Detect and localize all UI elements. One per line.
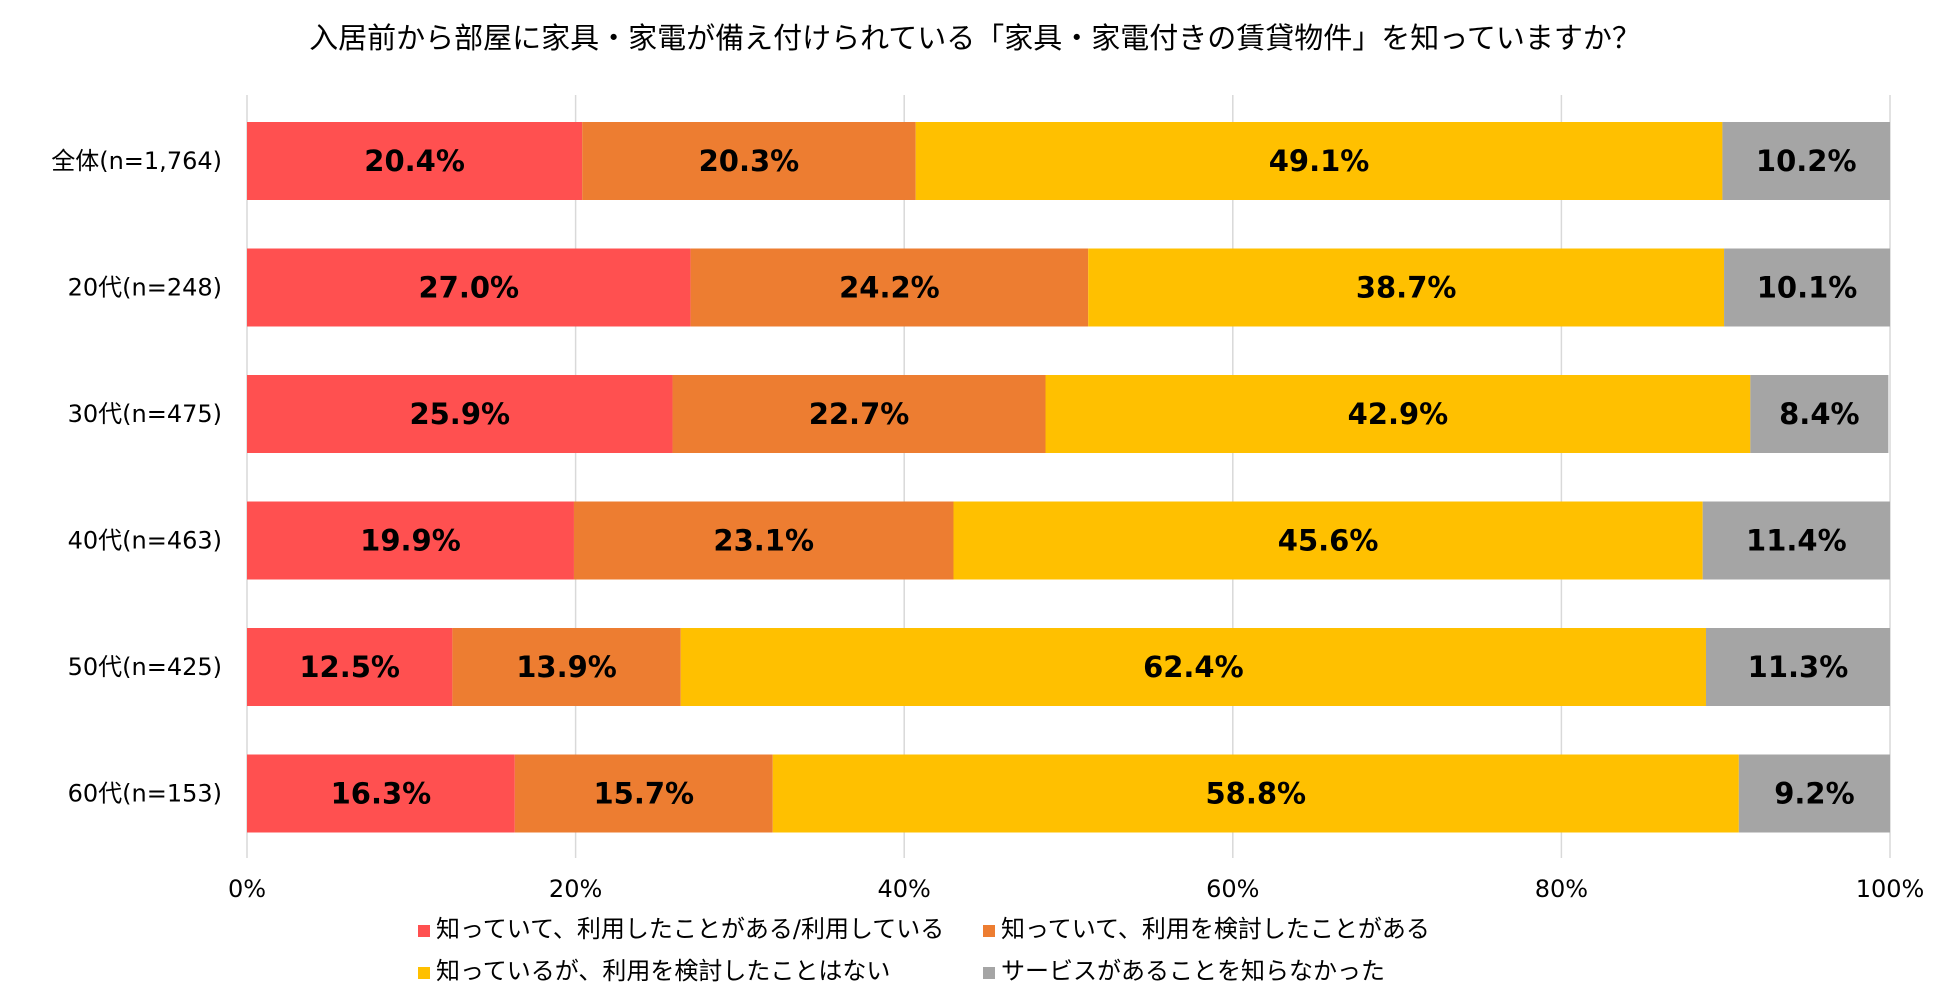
data-label: 11.4% bbox=[1746, 524, 1847, 558]
bar-group: 25.9% 22.7% 42.9% 8.4% bbox=[247, 375, 1889, 453]
data-label: 15.7% bbox=[593, 777, 694, 811]
bar-segment bbox=[953, 501, 1703, 580]
x-tick-label: 80% bbox=[1535, 875, 1588, 903]
bar-segment bbox=[247, 122, 583, 200]
bar-segment bbox=[573, 501, 954, 580]
bar-segment bbox=[1750, 375, 1889, 453]
bar-segment bbox=[680, 628, 1706, 706]
category-label: 60代(n=153) bbox=[68, 780, 222, 808]
bar-segment bbox=[1045, 375, 1751, 453]
bar-segment bbox=[1705, 628, 1890, 706]
bar-segment bbox=[915, 122, 1723, 200]
data-label: 9.2% bbox=[1774, 777, 1854, 811]
data-label: 19.9% bbox=[360, 524, 461, 558]
bar-segment bbox=[1088, 248, 1725, 327]
bar-segment bbox=[1722, 122, 1890, 200]
data-label: 62.4% bbox=[1143, 650, 1244, 684]
data-label: 42.9% bbox=[1348, 397, 1449, 431]
category-label: 全体(n=1,764) bbox=[51, 147, 222, 175]
data-label: 10.1% bbox=[1757, 271, 1858, 305]
data-label: 20.3% bbox=[699, 144, 800, 178]
x-tick-label: 100% bbox=[1856, 875, 1925, 903]
legend-label: サービスがあることを知らなかった bbox=[1001, 957, 1385, 985]
gridlines bbox=[246, 95, 1891, 858]
bar-segment bbox=[1738, 754, 1890, 833]
category-label: 30代(n=475) bbox=[68, 400, 222, 428]
legend-swatch bbox=[983, 967, 995, 979]
bar-segment bbox=[247, 628, 453, 706]
legend-swatch bbox=[418, 967, 430, 979]
bar-segment bbox=[672, 375, 1046, 453]
data-label: 27.0% bbox=[419, 271, 520, 305]
bar-segment bbox=[247, 248, 691, 327]
data-label: 13.9% bbox=[516, 650, 617, 684]
data-label: 20.4% bbox=[364, 144, 465, 178]
legend-item: 知っているが、利用を検討したことはない bbox=[418, 957, 890, 985]
x-tick-label: 0% bbox=[228, 875, 266, 903]
bar-segment bbox=[452, 628, 681, 706]
bar-segment bbox=[1724, 248, 1890, 327]
data-label: 25.9% bbox=[409, 397, 510, 431]
category-label: 20代(n=248) bbox=[68, 274, 222, 302]
data-label: 58.8% bbox=[1205, 777, 1306, 811]
legend-swatch bbox=[983, 925, 995, 937]
legend-label: 知っていて、利用を検討したことがある bbox=[1001, 915, 1430, 943]
legend-item: 知っていて、利用を検討したことがある bbox=[983, 915, 1430, 943]
legend-label: 知っていて、利用したことがある/利用している bbox=[436, 915, 944, 943]
category-label: 40代(n=463) bbox=[68, 527, 222, 555]
data-label: 49.1% bbox=[1269, 144, 1370, 178]
bar-segment bbox=[772, 754, 1739, 833]
bar-segment bbox=[247, 501, 574, 580]
data-label: 12.5% bbox=[299, 650, 400, 684]
data-label: 10.2% bbox=[1756, 144, 1857, 178]
data-label: 16.3% bbox=[331, 777, 432, 811]
bar-group: 19.9% 23.1% 45.6% 11.4% bbox=[247, 501, 1890, 580]
x-tick-label: 60% bbox=[1206, 875, 1259, 903]
legend: 知っていて、利用したことがある/利用している 知っていて、利用を検討したことがある… bbox=[418, 915, 1430, 985]
bar-group: 20.4% 20.3% 49.1% 10.2% bbox=[247, 122, 1890, 200]
bars: 20.4% 20.3% 49.1% 10.2% 27.0% 24.2% 38.7% 10.1%… bbox=[247, 122, 1890, 833]
chart-title: 入居前から部屋に家具・家電が備え付けられている「家具・家電付きの賃貸物件」を知っ… bbox=[309, 21, 1641, 55]
bar-segment bbox=[247, 375, 673, 453]
value-axis: 0% 20% 40% 60% 80% 100% bbox=[228, 875, 1924, 903]
legend-swatch bbox=[418, 925, 430, 937]
legend-label: 知っているが、利用を検討したことはない bbox=[436, 957, 890, 985]
category-label: 50代(n=425) bbox=[68, 653, 222, 681]
category-axis: 全体(n=1,764) 20代(n=248) 30代(n=475) 40代(n=463… bbox=[51, 147, 222, 808]
data-label: 38.7% bbox=[1356, 271, 1457, 305]
data-label: 22.7% bbox=[809, 397, 910, 431]
data-label: 23.1% bbox=[713, 524, 814, 558]
bar-group: 16.3% 15.7% 58.8% 9.2% bbox=[247, 754, 1890, 833]
bar-group: 27.0% 24.2% 38.7% 10.1% bbox=[247, 248, 1890, 327]
data-label: 45.6% bbox=[1278, 524, 1379, 558]
x-tick-label: 20% bbox=[549, 875, 602, 903]
bar-segment bbox=[514, 754, 773, 833]
data-label: 8.4% bbox=[1779, 397, 1859, 431]
legend-item: サービスがあることを知らなかった bbox=[983, 957, 1385, 985]
bar-group: 12.5% 13.9% 62.4% 11.3% bbox=[247, 628, 1890, 706]
bar-segment bbox=[247, 754, 515, 833]
data-label: 11.3% bbox=[1748, 650, 1849, 684]
x-tick-label: 40% bbox=[878, 875, 931, 903]
data-label: 24.2% bbox=[839, 271, 940, 305]
bar-segment bbox=[1702, 501, 1890, 580]
bar-segment bbox=[690, 248, 1089, 327]
legend-item: 知っていて、利用したことがある/利用している bbox=[418, 915, 944, 943]
bar-segment bbox=[582, 122, 916, 200]
